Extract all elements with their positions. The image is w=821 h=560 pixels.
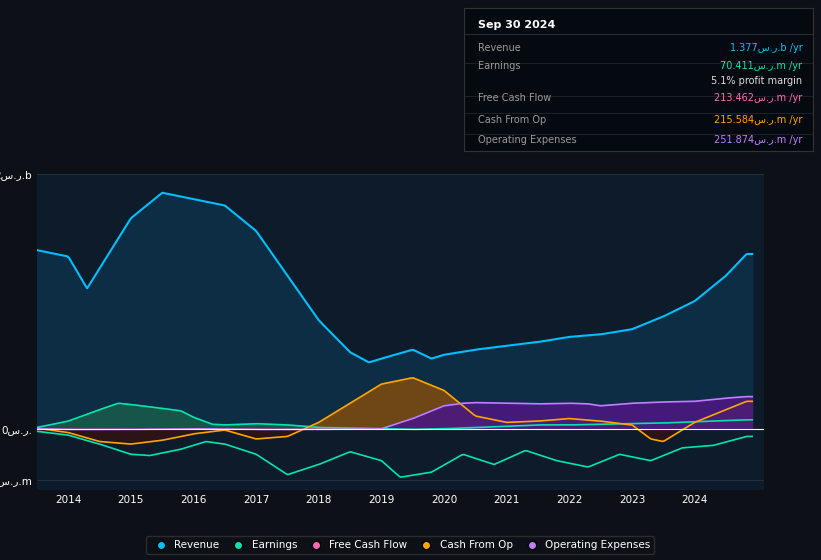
Legend: Revenue, Earnings, Free Cash Flow, Cash From Op, Operating Expenses: Revenue, Earnings, Free Cash Flow, Cash … (146, 536, 654, 554)
Text: Cash From Op: Cash From Op (478, 115, 546, 125)
Text: 70.411س.ر.m /yr: 70.411س.ر.m /yr (720, 60, 802, 71)
Text: Revenue: Revenue (478, 43, 521, 53)
Text: 215.584س.ر.m /yr: 215.584س.ر.m /yr (714, 115, 802, 125)
Text: Sep 30 2024: Sep 30 2024 (478, 20, 555, 30)
Text: Free Cash Flow: Free Cash Flow (478, 94, 551, 104)
Text: 213.462س.ر.m /yr: 213.462س.ر.m /yr (714, 94, 802, 104)
Text: 5.1% profit margin: 5.1% profit margin (711, 76, 802, 86)
Text: 1.377س.ر.b /yr: 1.377س.ر.b /yr (730, 43, 802, 53)
Text: Operating Expenses: Operating Expenses (478, 135, 576, 145)
Text: Earnings: Earnings (478, 60, 521, 71)
Text: 251.874س.ر.m /yr: 251.874س.ر.m /yr (714, 135, 802, 145)
